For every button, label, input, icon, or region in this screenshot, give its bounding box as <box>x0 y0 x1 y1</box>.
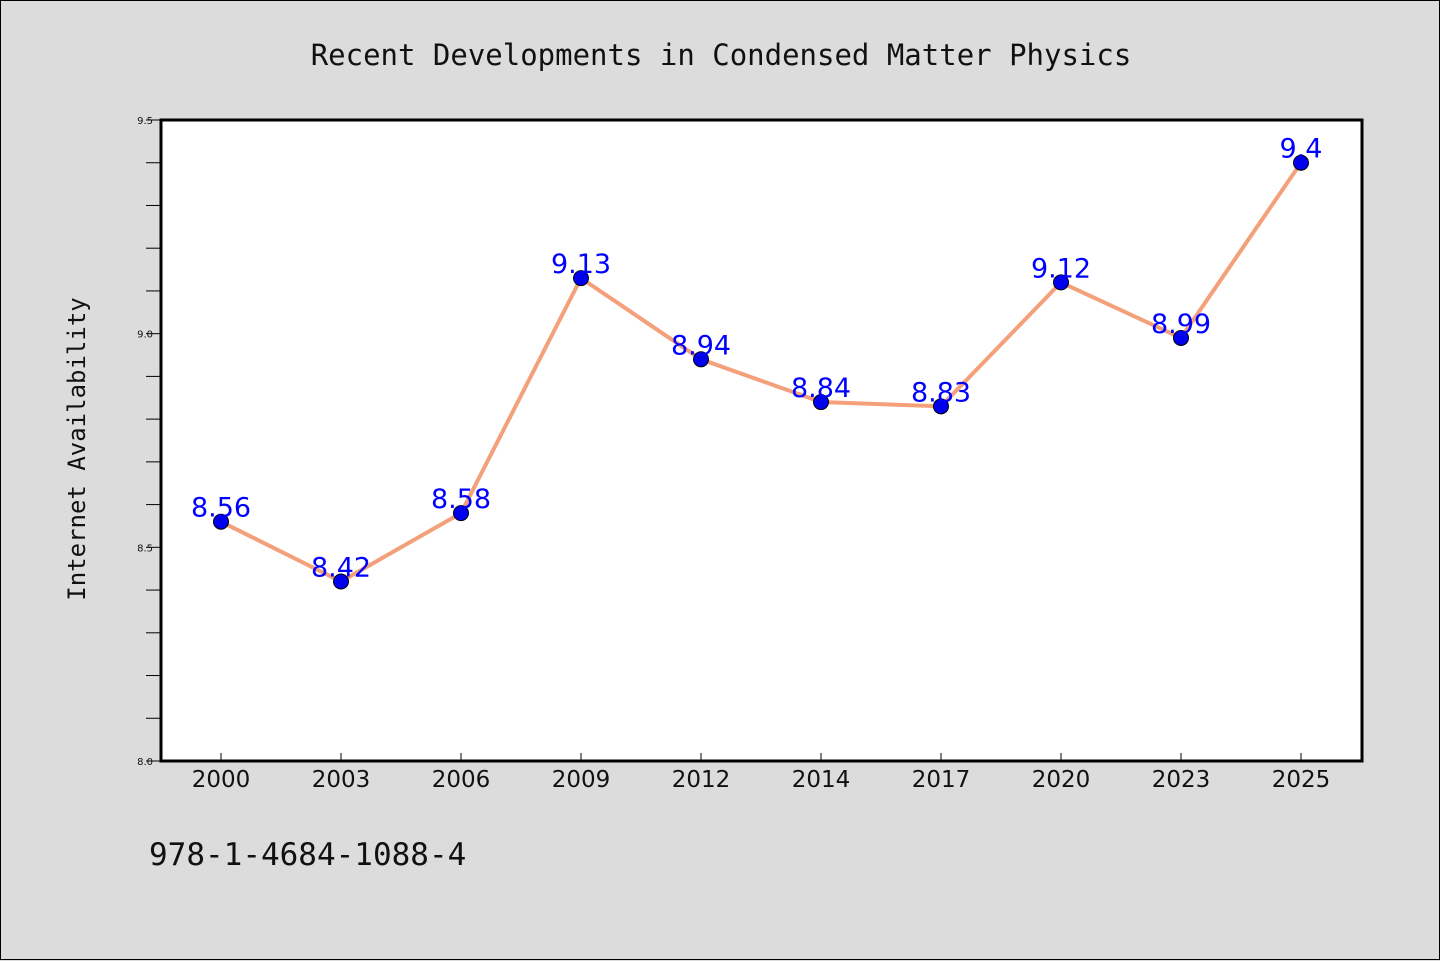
data-point <box>453 505 469 522</box>
data-label: 9.13 <box>551 249 611 280</box>
y-minor-ticks <box>146 162 161 719</box>
x-axis-ticks: 2000 2003 2006 2009 2012 2014 2017 2020 2023 2025 <box>192 753 1331 793</box>
data-point <box>1293 154 1309 171</box>
chart-title: Recent Developments in Condensed Matter … <box>311 38 1132 72</box>
data-label: 8.42 <box>311 553 371 584</box>
data-label: 8.99 <box>1151 309 1211 340</box>
x-tick-label: 2020 <box>1032 767 1091 793</box>
data-point <box>1053 274 1069 291</box>
x-tick-label: 2009 <box>552 767 611 793</box>
y-axis-ticks: 8.0 8.5 9.0 9.5 <box>137 116 161 768</box>
data-label: 8.94 <box>671 330 731 361</box>
x-tick-label: 2003 <box>312 767 371 793</box>
y-tick-label: 9.5 <box>137 116 153 127</box>
x-tick-label: 2000 <box>192 767 251 793</box>
data-point <box>933 398 949 415</box>
data-label: 8.56 <box>191 493 251 524</box>
data-label: 8.83 <box>911 377 971 408</box>
plot-area <box>161 120 1362 761</box>
data-point <box>693 351 709 368</box>
data-label: 9.12 <box>1031 253 1091 284</box>
series-line <box>219 160 1303 584</box>
x-tick-label: 2025 <box>1272 767 1331 793</box>
data-point <box>1173 329 1189 346</box>
series-markers <box>213 154 1309 590</box>
y-tick-label: 8.0 <box>137 757 153 768</box>
isbn-annotation: 978-1-4684-1088-4 <box>149 837 466 873</box>
data-point <box>213 513 229 530</box>
x-tick-label: 2012 <box>672 767 731 793</box>
data-label: 9.4 <box>1280 134 1323 165</box>
x-tick-label: 2023 <box>1152 767 1211 793</box>
data-point <box>573 270 589 287</box>
y-tick-label: 9.0 <box>137 330 153 341</box>
plot-frame <box>159 118 1364 763</box>
y-tick-label: 8.5 <box>137 543 153 554</box>
data-labels: 8.56 8.42 8.58 9.13 8.94 8.84 8.83 9.12 8.99 9.4 <box>191 134 1323 584</box>
x-tick-label: 2014 <box>792 767 851 793</box>
y-axis-label: Internet Availability <box>63 297 91 600</box>
data-point <box>333 573 349 590</box>
data-label: 8.84 <box>791 373 851 404</box>
x-tick-label: 2006 <box>432 767 491 793</box>
data-point <box>813 394 829 411</box>
x-tick-label: 2017 <box>912 767 971 793</box>
data-label: 8.58 <box>431 484 491 515</box>
